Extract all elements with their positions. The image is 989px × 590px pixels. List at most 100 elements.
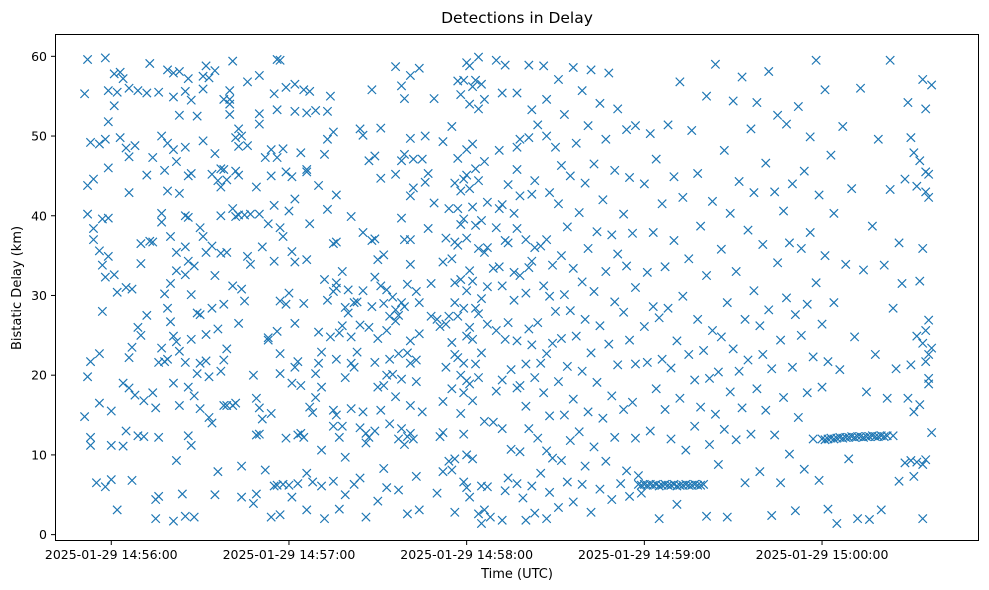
data-point	[918, 514, 928, 524]
data-point	[752, 97, 762, 108]
data-point	[100, 272, 110, 282]
data-point	[556, 333, 567, 344]
data-point	[192, 308, 202, 318]
data-point	[275, 368, 285, 379]
data-point	[210, 270, 220, 281]
data-point	[749, 286, 759, 296]
data-point	[402, 509, 413, 519]
data-point	[275, 349, 285, 359]
data-point	[734, 366, 744, 376]
data-point	[630, 433, 641, 443]
data-point	[787, 362, 798, 372]
data-point	[145, 58, 155, 69]
data-point	[506, 364, 516, 375]
data-point	[527, 189, 537, 199]
data-point	[180, 511, 190, 521]
data-point	[165, 278, 176, 289]
data-point	[438, 136, 448, 147]
data-point	[512, 164, 522, 175]
data-point	[852, 514, 863, 524]
data-point	[186, 95, 196, 105]
data-point	[547, 338, 558, 348]
data-point	[183, 74, 193, 84]
data-point	[633, 471, 644, 481]
data-point	[737, 403, 747, 413]
data-point	[781, 293, 792, 303]
data-point	[402, 348, 413, 358]
data-point	[918, 459, 928, 470]
data-point	[242, 251, 253, 262]
data-point	[559, 109, 570, 120]
data-point	[473, 509, 484, 519]
data-point	[82, 54, 93, 65]
data-point	[180, 86, 190, 97]
y-tick-label: 20	[31, 368, 47, 383]
data-point	[820, 250, 830, 261]
data-point	[586, 348, 596, 358]
data-point	[156, 217, 167, 227]
data-point	[453, 203, 463, 214]
data-point	[343, 285, 353, 295]
data-point	[266, 171, 276, 181]
data-point	[687, 125, 697, 136]
data-point	[408, 154, 418, 164]
data-point	[459, 358, 469, 368]
data-point	[168, 144, 179, 155]
data-point	[888, 303, 898, 313]
data-point	[293, 357, 303, 367]
data-point	[613, 249, 623, 259]
data-point	[775, 478, 786, 488]
data-point	[497, 199, 507, 210]
data-point	[358, 130, 368, 140]
data-point	[328, 127, 339, 137]
data-point	[79, 89, 90, 99]
data-point	[151, 514, 161, 524]
data-point	[482, 197, 493, 207]
data-point	[479, 156, 490, 167]
data-point	[399, 302, 410, 312]
data-point	[290, 79, 300, 89]
data-point	[121, 143, 131, 153]
data-point	[527, 481, 537, 491]
data-point	[302, 108, 312, 118]
data-point	[716, 332, 726, 342]
data-point	[764, 66, 774, 77]
data-point	[610, 165, 620, 175]
data-point	[432, 314, 442, 325]
data-point	[103, 117, 113, 127]
data-point	[82, 372, 93, 382]
data-point	[254, 403, 264, 413]
data-point	[565, 171, 575, 181]
data-point	[678, 192, 688, 203]
data-point	[462, 450, 472, 460]
data-point	[592, 227, 602, 237]
data-point	[340, 372, 350, 383]
data-point	[562, 477, 572, 487]
data-point	[447, 337, 457, 348]
data-point	[648, 227, 658, 238]
data-point	[906, 133, 916, 143]
data-point	[855, 83, 866, 93]
data-point	[793, 101, 803, 112]
data-point	[802, 388, 812, 398]
data-point	[328, 476, 339, 486]
data-point	[145, 236, 155, 246]
data-point	[589, 442, 599, 452]
data-point	[541, 131, 552, 141]
data-point	[577, 479, 587, 490]
data-point	[541, 349, 552, 359]
data-point	[390, 316, 401, 326]
data-point	[346, 358, 356, 368]
data-point	[154, 87, 164, 97]
data-point	[701, 91, 712, 101]
data-point	[207, 418, 217, 428]
data-point	[731, 266, 741, 277]
data-point	[541, 446, 552, 456]
data-point	[556, 455, 567, 466]
data-point	[719, 145, 729, 156]
data-point	[636, 488, 647, 498]
data-point	[921, 455, 931, 465]
data-point	[438, 257, 448, 267]
data-point	[539, 388, 549, 398]
data-point	[183, 212, 193, 222]
